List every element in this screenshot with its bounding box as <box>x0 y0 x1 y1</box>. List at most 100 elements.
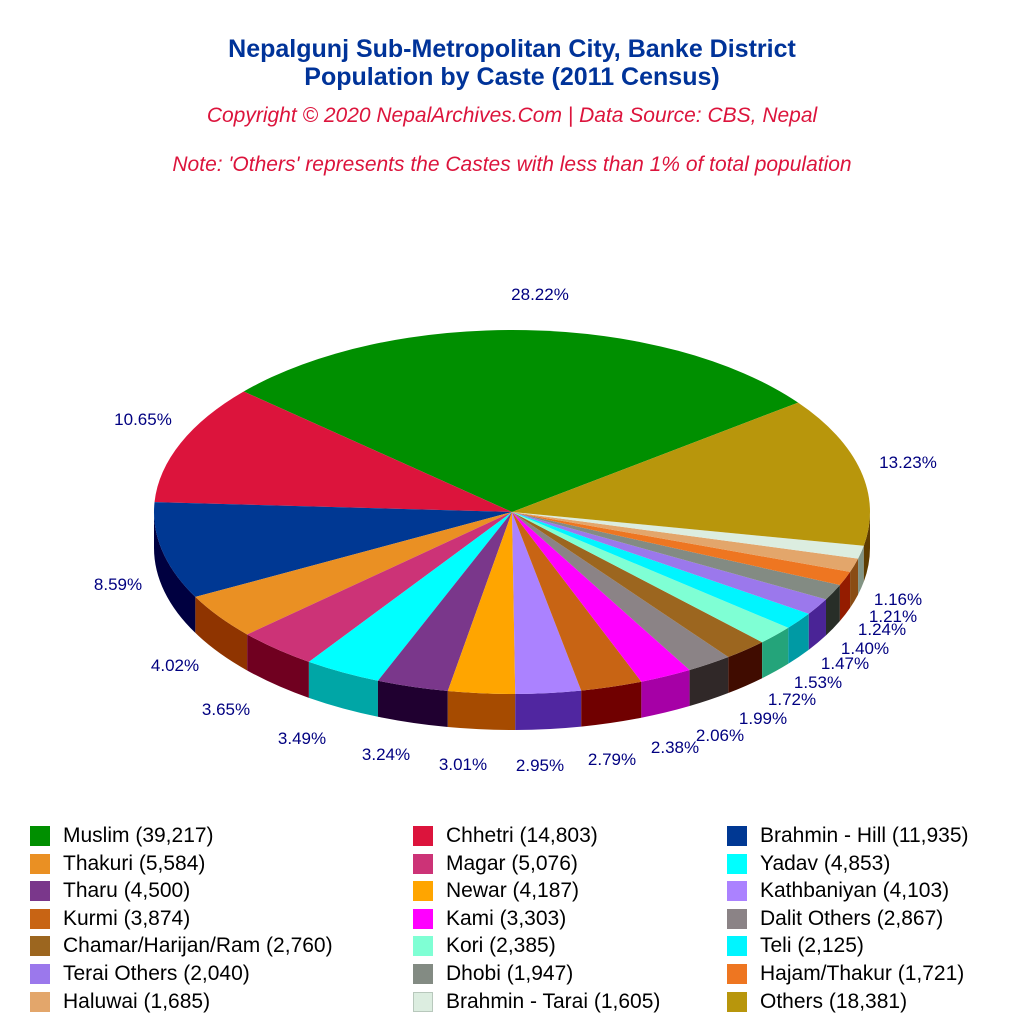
pie-slice-side <box>154 512 196 633</box>
pie-slice-others <box>512 402 870 546</box>
legend-label: Chhetri (14,803) <box>446 824 598 847</box>
percent-label: 2.95% <box>516 756 564 775</box>
pie-slice-yadav <box>308 512 512 681</box>
legend-swatch <box>413 936 433 957</box>
pie-slice-side <box>858 545 864 595</box>
pie-slice-teli <box>512 512 809 628</box>
percent-label: 2.38% <box>651 738 699 757</box>
pie-percent-labels: 28.22% 10.65% 8.59% 4.02% 3.65% 3.49% 3.24% 3.0… <box>94 285 937 775</box>
legend-item: Newar (4,187) <box>413 877 579 905</box>
legend-swatch <box>727 908 747 929</box>
percent-label: 10.65% <box>114 410 172 429</box>
pie-sides <box>154 512 870 730</box>
legend-label: Haluwai (1,685) <box>63 989 211 1013</box>
pie-slice-brahmin-hill <box>154 502 512 597</box>
legend-label: Terai Others (2,040) <box>63 962 250 985</box>
pie-slice-side <box>581 681 642 727</box>
pie-slice-dalit-others <box>512 512 729 671</box>
legend-label: Kurmi (3,874) <box>63 906 191 930</box>
legend-item: Haluwai (1,685) <box>30 988 210 1016</box>
legend-label: Thakuri (5,584) <box>63 851 206 875</box>
percent-label: 13.23% <box>879 453 937 472</box>
pie-slice-muslim <box>243 330 799 512</box>
legend-item: Kurmi (3,874) <box>30 905 190 933</box>
pie-slice-chamar-harijan-ram <box>512 512 763 658</box>
note-text: Note: 'Others' represents the Castes wit… <box>172 153 852 176</box>
legend-label: Dalit Others (2,867) <box>760 906 944 930</box>
legend-swatch <box>30 881 50 902</box>
pie-chart: 28.22% 10.65% 8.59% 4.02% 3.65% 3.49% 3.24% 3.0… <box>94 285 937 775</box>
legend-item: Brahmin - Hill (11,935) <box>727 822 969 850</box>
legend-swatch <box>30 936 50 957</box>
legend-label: Chamar/Harijan/Ram (2,760) <box>63 934 333 958</box>
legend-swatch <box>727 991 747 1012</box>
legend-label: Magar (5,076) <box>446 851 578 875</box>
chart-title-line1: Nepalgunj Sub-Metropolitan City, Banke D… <box>228 35 796 63</box>
percent-label: 1.47% <box>821 654 869 673</box>
legend-swatch <box>413 826 433 846</box>
percent-label: 3.49% <box>278 729 326 748</box>
percent-label: 1.24% <box>858 620 906 639</box>
legend-swatch <box>30 908 50 929</box>
pie-slice-side <box>788 613 809 664</box>
pie-slice-side <box>850 558 859 608</box>
legend: Muslim (39,217) Thakuri (5,584) Tharu (4,5… <box>0 822 1024 1022</box>
pie-slice-side <box>447 691 516 730</box>
legend-item: Kori (2,385) <box>413 932 556 960</box>
pie-slice-kori <box>512 512 789 643</box>
copyright-text: Copyright © 2020 NepalArchives.Com | Dat… <box>206 104 818 127</box>
pie-slice-newar <box>447 512 516 695</box>
percent-label: 3.65% <box>202 700 250 719</box>
pie-slice-dhobi <box>512 512 840 600</box>
percent-label: 1.16% <box>874 590 922 609</box>
legend-label: Kami (3,303) <box>446 906 567 930</box>
pie-slice-side <box>195 596 248 671</box>
pie-slice-hajam-thakur <box>512 512 851 586</box>
legend-item: Chhetri (14,803) <box>413 822 598 850</box>
percent-label: 3.24% <box>362 745 410 764</box>
pie-slice-kami <box>512 512 690 682</box>
legend-item: Hajam/Thakur (1,721) <box>727 960 964 988</box>
percent-label: 2.06% <box>696 726 744 745</box>
percent-label: 1.40% <box>841 639 889 658</box>
pie-slice-thakuri <box>195 512 512 635</box>
percent-label: 8.59% <box>94 575 142 594</box>
pie-slice-side <box>839 571 851 622</box>
legend-item: Terai Others (2,040) <box>30 960 250 988</box>
percent-label: 28.22% <box>511 285 569 304</box>
legend-item: Teli (2,125) <box>727 932 864 960</box>
legend-label: Hajam/Thakur (1,721) <box>760 962 965 985</box>
pie-slice-side <box>377 680 448 728</box>
pie-slice-side <box>515 690 582 730</box>
legend-label: Kathbaniyan (4,103) <box>760 879 950 903</box>
percent-label: 3.01% <box>439 755 487 774</box>
legend-swatch <box>413 991 433 1012</box>
legend-item: Yadav (4,853) <box>727 850 890 878</box>
legend-swatch <box>727 881 747 902</box>
pie-slice-side <box>689 657 729 707</box>
legend-item: Thakuri (5,584) <box>30 850 205 878</box>
legend-label: Muslim (39,217) <box>63 824 214 847</box>
pie-slice-chhetri <box>154 391 512 512</box>
legend-swatch <box>413 881 433 902</box>
legend-swatch <box>727 826 747 846</box>
pie-slice-side <box>641 670 690 718</box>
percent-label: 1.21% <box>869 607 917 626</box>
pie-slice-haluwai <box>512 512 859 572</box>
legend-swatch <box>727 936 747 957</box>
legend-swatch <box>727 853 747 874</box>
percent-label: 1.72% <box>768 690 816 709</box>
chart-title-line2: Population by Caste (2011 Census) <box>304 63 720 91</box>
percent-label: 1.53% <box>794 673 842 692</box>
legend-label: Newar (4,187) <box>446 879 580 903</box>
pie-slice-tharu <box>377 512 512 692</box>
pie-slice-side <box>308 661 378 717</box>
legend-item: Magar (5,076) <box>413 850 578 878</box>
pie-slice-side <box>247 634 309 698</box>
legend-label: Kori (2,385) <box>446 934 556 958</box>
legend-item: Dalit Others (2,867) <box>727 905 943 933</box>
legend-label: Brahmin - Tarai (1,605) <box>446 989 661 1013</box>
legend-swatch <box>413 964 433 984</box>
legend-swatch <box>30 853 50 874</box>
legend-label: Dhobi (1,947) <box>446 962 574 985</box>
